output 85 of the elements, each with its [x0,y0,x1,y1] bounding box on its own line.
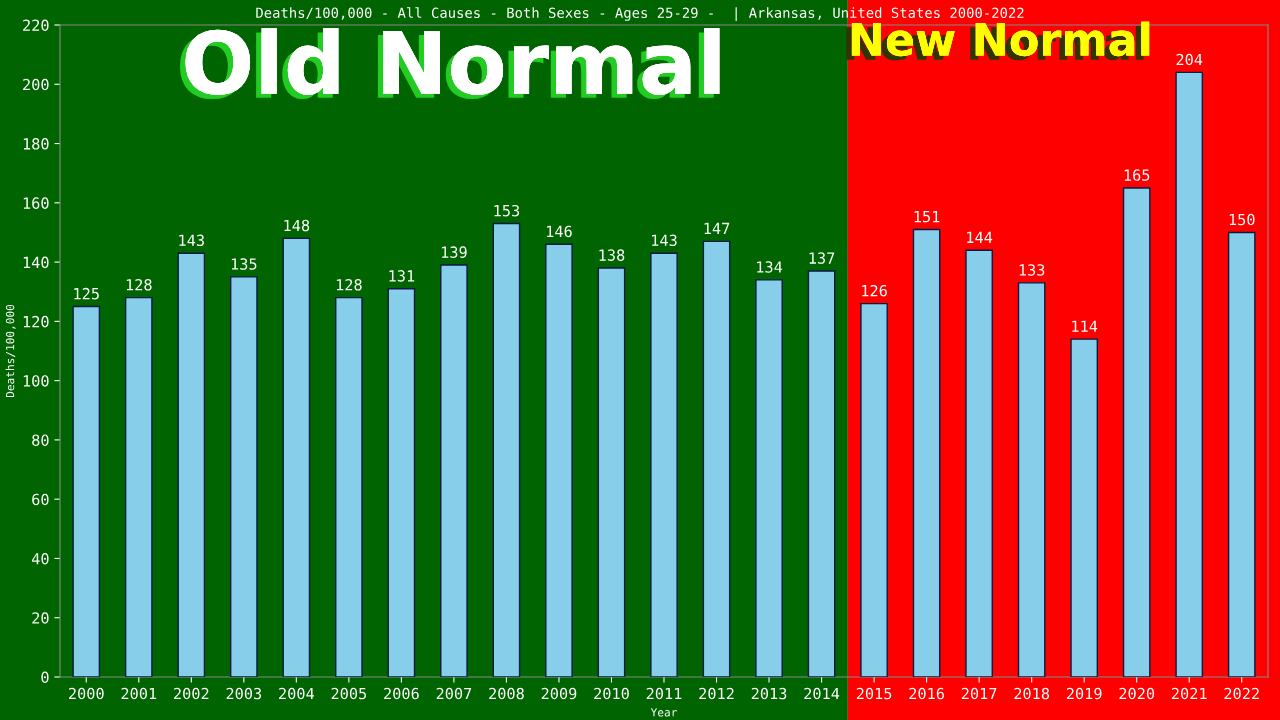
x-tick-label: 2022 [1224,687,1259,700]
data-label: 146 [547,225,572,238]
x-axis-title: Year [650,708,677,717]
data-label: 153 [494,204,520,217]
data-label: 128 [126,278,152,291]
x-tick-label: 2015 [856,687,892,700]
data-label: 126 [862,284,887,297]
bar [124,296,153,677]
bar [597,267,626,677]
x-tick-label: 2018 [1014,687,1050,700]
data-label: 151 [914,211,940,223]
x-tick-label: 2005 [331,687,367,700]
x-tick-label: 2000 [69,687,104,700]
data-label: 143 [652,234,677,247]
band-label: New Normal [846,21,1150,61]
y-tick-label: 100 [23,375,49,387]
bar [650,252,678,677]
data-label: 150 [1229,213,1255,226]
bar [807,270,836,677]
x-tick-label: 2011 [646,687,682,700]
y-tick-label: 0 [41,671,49,684]
data-label: 114 [1072,320,1098,332]
band-label: Old Normal [179,28,720,100]
data-label: 128 [336,278,362,291]
y-tick-label: 80 [32,434,49,446]
data-label: 139 [441,246,467,258]
x-tick-label: 2016 [909,687,945,700]
bar [1017,282,1046,677]
bar [335,296,363,677]
y-tick-label: 220 [23,19,49,32]
x-tick-label: 2019 [1066,687,1102,700]
data-label: 138 [599,249,625,261]
bar [860,302,888,677]
bar [72,305,101,677]
x-tick-label: 2017 [961,687,997,700]
x-tick-label: 2004 [279,687,315,700]
data-label: 165 [1124,169,1150,181]
bar [177,252,206,677]
x-tick-label: 2003 [226,687,262,700]
y-tick-label: 40 [31,552,49,565]
x-tick-label: 2013 [751,687,787,700]
y-tick-label: 140 [23,256,49,269]
data-label: 148 [284,219,310,232]
data-label: 204 [1176,53,1203,66]
y-tick-label: 180 [23,138,49,150]
x-tick-label: 2010 [594,687,629,700]
data-label: 135 [231,258,257,270]
bar [440,264,468,677]
data-label: 147 [704,222,730,234]
data-label: 133 [1019,264,1045,276]
x-tick-label: 2006 [384,687,419,700]
y-tick-label: 160 [23,197,49,209]
y-tick-label: 200 [23,78,49,91]
data-label: 144 [967,231,993,243]
data-label: 125 [74,287,99,300]
data-label: 131 [389,270,415,282]
x-tick-label: 2012 [699,687,734,700]
data-label: 134 [757,261,783,273]
y-tick-label: 20 [32,612,49,624]
bar [282,237,311,677]
x-tick-label: 2014 [804,687,840,700]
y-tick-label: 120 [23,315,49,328]
x-tick-label: 2021 [1171,687,1207,700]
y-axis-title: Deaths/100,000 [5,304,16,398]
bar [1175,71,1204,677]
x-tick-label: 2008 [489,687,524,700]
bar [912,228,941,677]
y-tick-label: 60 [32,493,49,506]
bar [1070,338,1098,677]
bar [545,243,573,677]
data-label: 143 [179,234,204,247]
x-tick-label: 2009 [541,687,577,700]
bar [1122,187,1151,677]
x-tick-label: 2002 [174,687,209,700]
bar [755,279,783,677]
x-tick-label: 2001 [121,687,157,700]
bar [230,276,258,677]
x-tick-label: 2007 [436,687,472,700]
data-label: 137 [809,252,835,264]
bar [965,249,993,677]
bar [492,222,521,677]
bar [387,288,416,677]
bar [1227,231,1256,677]
x-tick-label: 2020 [1119,687,1155,700]
bar [702,240,731,677]
